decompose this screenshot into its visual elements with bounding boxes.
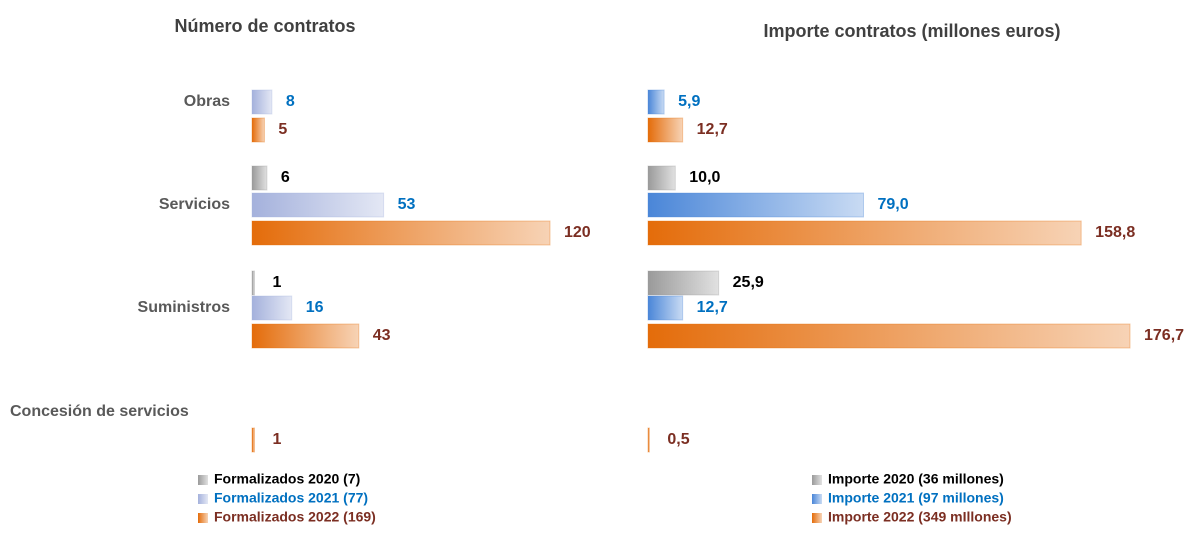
value-label: 176,7	[1144, 327, 1184, 344]
value-label: 120	[564, 224, 591, 241]
legend-swatch	[198, 475, 208, 485]
value-label: 12,7	[697, 121, 728, 138]
category-label: Servicios	[159, 196, 230, 213]
legend-swatch	[812, 494, 822, 504]
bar	[251, 192, 385, 218]
bar	[251, 323, 360, 349]
value-label: 8	[286, 93, 295, 110]
category-label: Obras	[184, 93, 230, 110]
value-label: 6	[281, 169, 290, 186]
value-label: 1	[272, 274, 281, 291]
bar	[647, 117, 684, 143]
value-label: 16	[306, 299, 324, 316]
chart-title: Número de contratos	[174, 16, 355, 36]
bar	[647, 89, 665, 115]
value-label: 12,7	[697, 299, 728, 316]
category-label: Suministros	[138, 299, 231, 316]
bar	[647, 295, 684, 321]
bar	[647, 220, 1082, 246]
value-label: 1	[272, 431, 281, 448]
bar	[251, 427, 255, 453]
legend-swatch	[812, 475, 822, 485]
value-label: 5,9	[678, 93, 700, 110]
bar	[251, 220, 551, 246]
bar	[251, 165, 268, 191]
value-label: 5	[278, 121, 287, 138]
value-label: 10,0	[689, 169, 720, 186]
bar	[251, 270, 255, 296]
bar	[251, 295, 293, 321]
legend-label: Importe 2021 (97 millones)	[828, 490, 1004, 506]
bar	[647, 323, 1131, 349]
bar	[251, 89, 273, 115]
bar	[251, 117, 265, 143]
value-label: 43	[373, 327, 391, 344]
legend-label: Importe 2020 (36 millones)	[828, 471, 1004, 487]
value-label: 158,8	[1095, 224, 1135, 241]
bar	[647, 270, 720, 296]
legend-label: Formalizados 2022 (169)	[214, 509, 376, 525]
value-label: 79,0	[877, 196, 908, 213]
value-label: 53	[398, 196, 416, 213]
bar	[647, 165, 676, 191]
bar	[647, 192, 864, 218]
legend-swatch	[198, 513, 208, 523]
legend-swatch	[812, 513, 822, 523]
category-label: Concesión de servicios	[10, 403, 189, 420]
value-label: 25,9	[733, 274, 764, 291]
legend-label: Importe 2022 (349 mIllones)	[828, 509, 1012, 525]
legend-label: Formalizados 2021 (77)	[214, 490, 368, 506]
chart-title: Importe contratos (millones euros)	[763, 21, 1060, 41]
bar	[647, 427, 650, 453]
legend-label: Formalizados 2020 (7)	[214, 471, 360, 487]
legend-swatch	[198, 494, 208, 504]
value-label: 0,5	[667, 431, 689, 448]
